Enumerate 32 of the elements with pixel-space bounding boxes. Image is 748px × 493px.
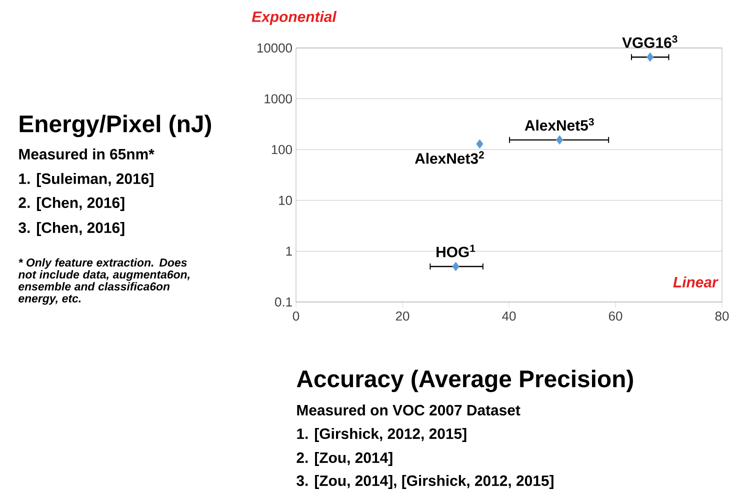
point [452, 262, 460, 272]
point [646, 52, 654, 62]
point [556, 135, 564, 145]
text: 1. [Suleiman, 2016] [19, 173, 154, 187]
y-tick-label: 10000 [257, 43, 292, 53]
annotation: AlexNet3$^{2}$ [414, 151, 484, 164]
y-tick-label: 1000 [264, 94, 292, 104]
x-tick-label: 0 [292, 311, 300, 321]
x-axis-title: Accuracy (Average Precision) [296, 370, 633, 392]
annotation: HOG$^{1}$ [436, 244, 476, 258]
y-tick-label: 1 [286, 246, 292, 256]
x-tick-label: 60 [608, 311, 622, 321]
text: Measured in 65nm* [19, 148, 154, 160]
annotation: VGG16$^{3}$ [622, 35, 678, 48]
text: 2. [Zou, 2014] [296, 452, 392, 466]
y-tick-label: 10 [279, 196, 292, 205]
text: * Only feature extraction. Does not include data, augmenta6on, ensemble and classifica6on energy, etc. [18, 258, 190, 305]
annotation: AlexNet5$^{3}$ [524, 118, 594, 131]
text: 3. [Chen, 2016] [18, 222, 124, 236]
x-tick-label: 80 [715, 311, 729, 321]
y-tick-label: 0.1 [274, 297, 292, 307]
y-axis-title: Energy/Pixel (nJ) [20, 114, 211, 138]
text: Measured on VOC 2007 Dataset [297, 404, 520, 416]
y-tick-label: 100 [272, 144, 292, 154]
text: Exponential [252, 11, 337, 25]
text: 2. [Chen, 2016] [18, 197, 124, 211]
x-tick-label: 20 [396, 311, 410, 321]
annotation: Linear [673, 276, 718, 288]
text: 3. [Zou, 2014], [Girshick, 2012, 2015] [296, 475, 554, 489]
x-tick-label: 40 [502, 311, 516, 321]
text: 1. [Girshick, 2012, 2015] [297, 428, 466, 442]
point [476, 139, 484, 149]
